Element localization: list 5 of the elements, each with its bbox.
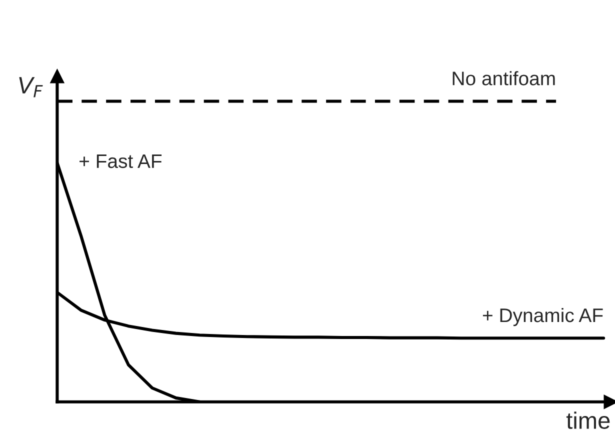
series-label: + Fast AF bbox=[80, 154, 162, 168]
series-label: + Dynamic AF bbox=[482, 308, 603, 326]
y-axis-title: V$_{F}$ bbox=[19, 77, 43, 98]
x-axis-title: time bbox=[566, 412, 610, 429]
series-label: No antifoam bbox=[452, 71, 555, 86]
